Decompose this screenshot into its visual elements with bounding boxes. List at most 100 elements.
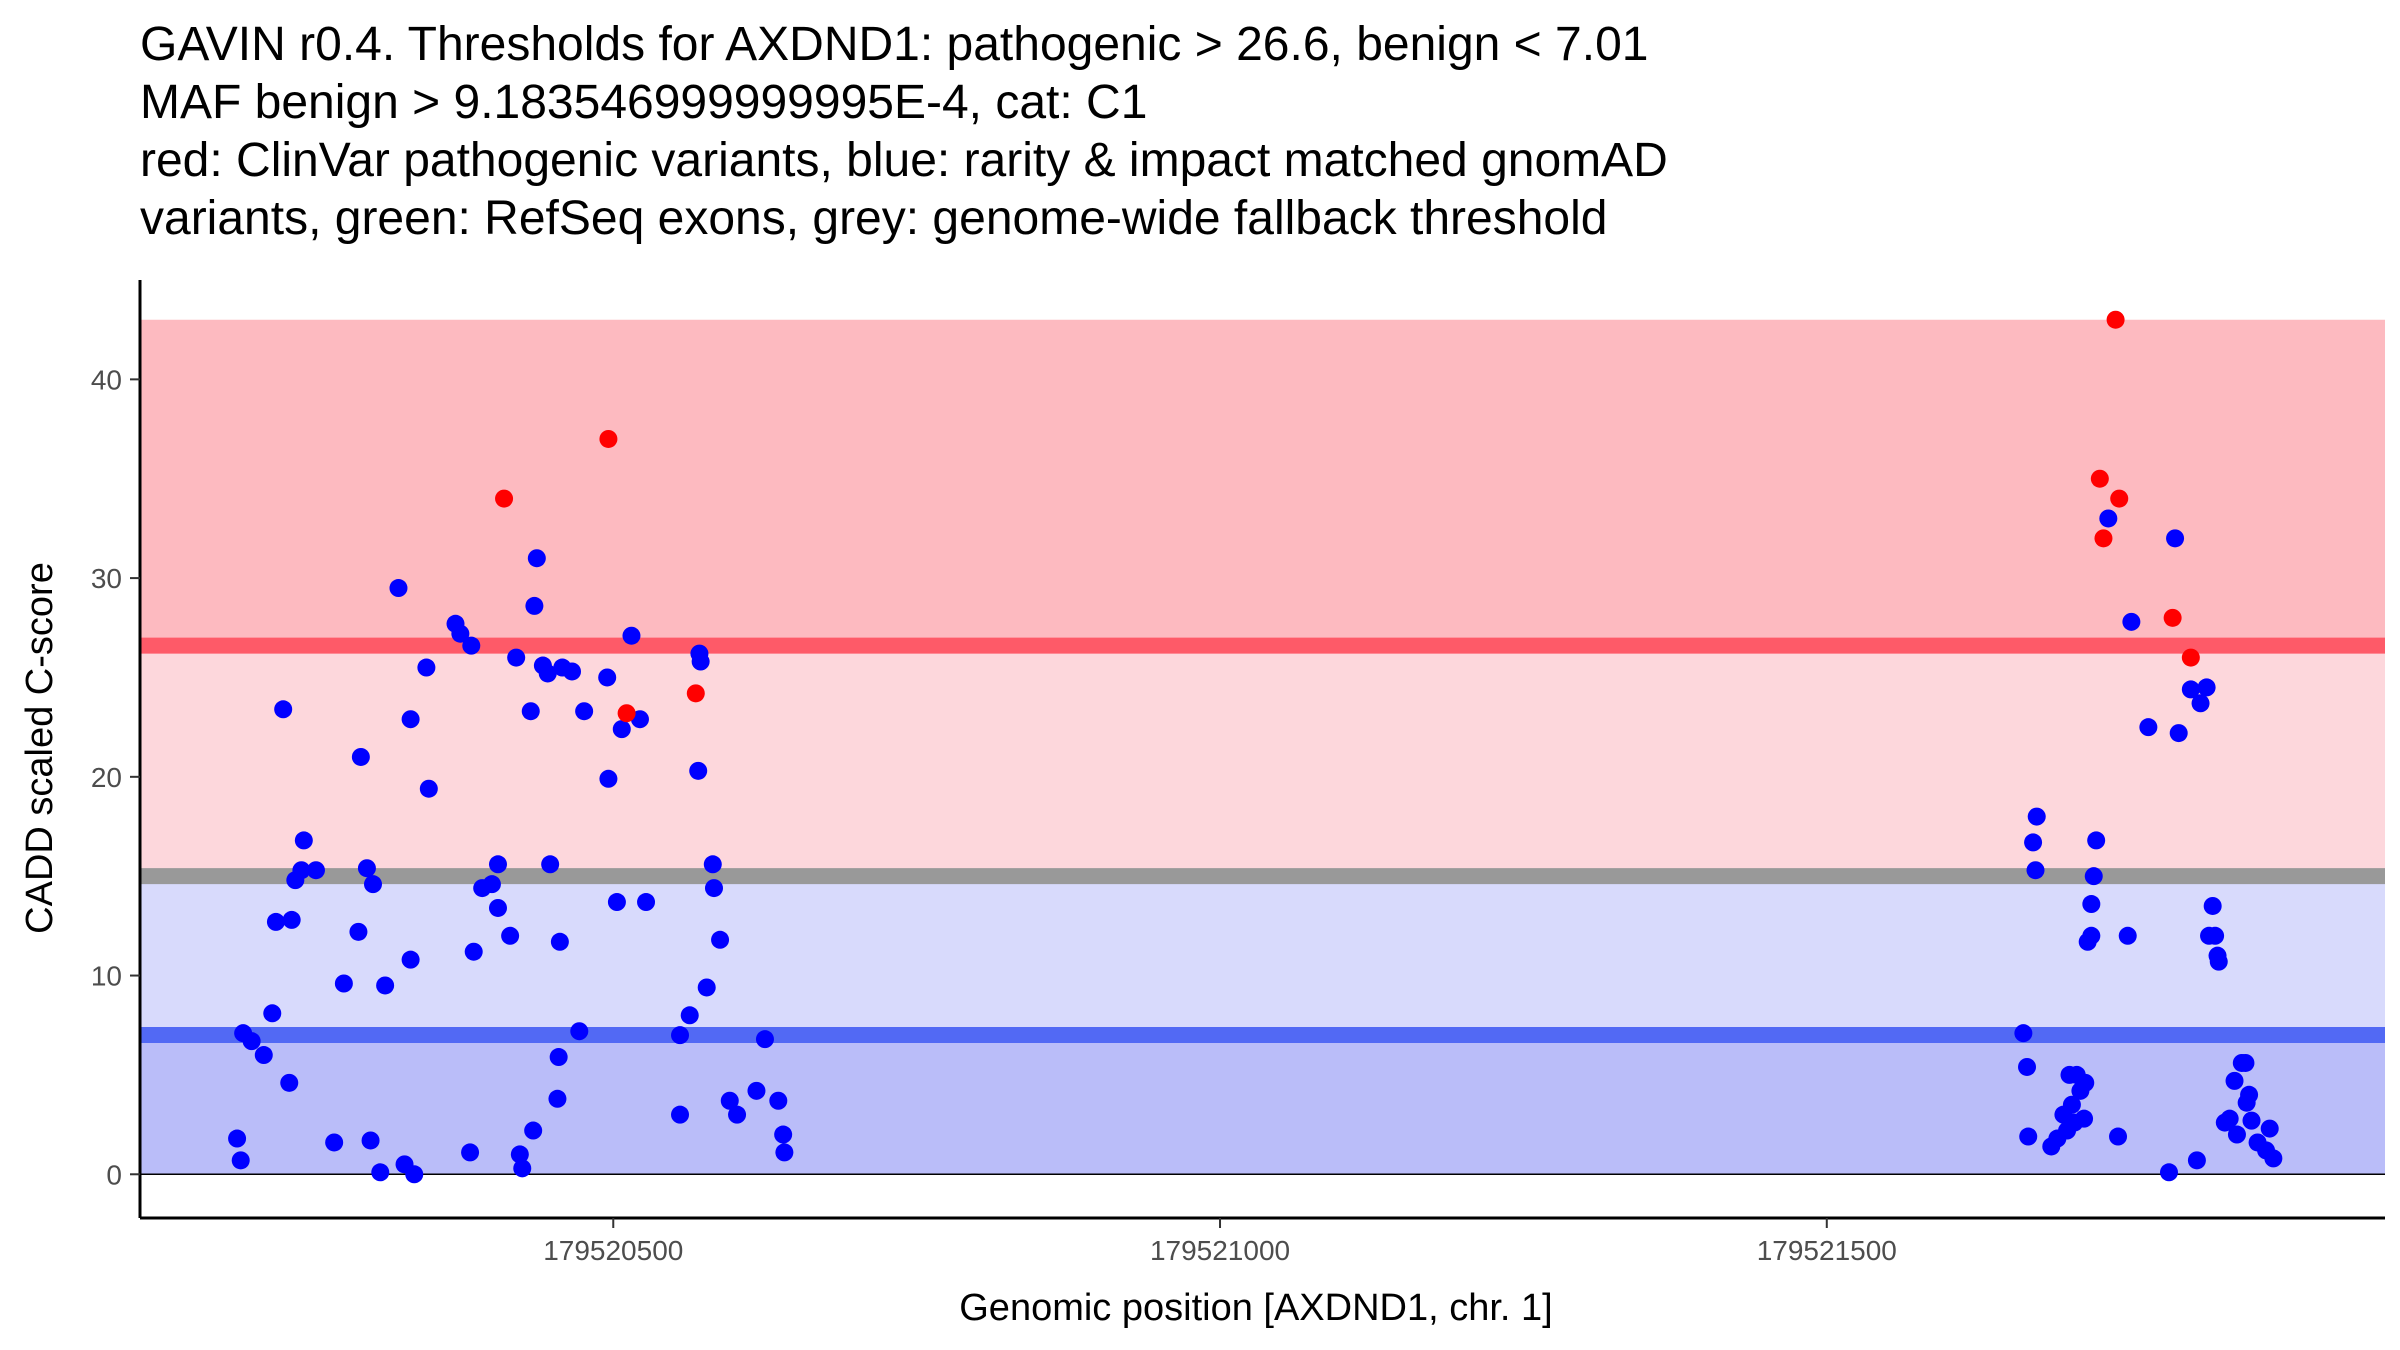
title-line-2: MAF benign > 9.183546999999995E-4, cat: … [140,76,1147,129]
x-axis-title: Genomic position [AXDND1, chr. 1] [959,1287,1552,1329]
gnomad-point [2220,1109,2239,1128]
clinvar-point [599,429,618,448]
gnomad-point [525,596,544,615]
gnomad-point [711,930,730,949]
benign-upper-band [140,876,2385,1035]
gnomad-point [2082,926,2101,945]
gnomad-point [266,912,285,931]
clinvar-point [2106,310,2125,329]
gnomad-point [2024,833,2043,852]
gnomad-point [401,950,420,969]
gnomad-point [570,1022,589,1041]
title-line-1: GAVIN r0.4. Thresholds for AXDND1: patho… [140,18,1648,71]
y-tick-label: 0 [106,1159,122,1190]
gnomad-point [775,1143,794,1162]
gnomad-point [2075,1109,2094,1128]
gnomad-point [2181,680,2200,699]
gnomad-point [417,658,436,677]
gnomad-point [704,879,723,898]
y-tick-label: 20 [91,762,122,793]
gnomad-point [376,976,395,995]
gnomad-point [541,855,560,874]
gnomad-point [401,710,420,729]
clinvar-point [2181,648,2200,667]
gnomad-point [622,626,641,645]
gnomad-point [2206,926,2225,945]
gnomad-point [680,1006,699,1025]
title-line-4: variants, green: RefSeq exons, grey: gen… [140,192,1607,245]
gnomad-point [462,636,481,655]
gnomad-point [451,624,470,643]
gnomad-point [334,974,353,993]
gnomad-point [464,942,483,961]
gnomad-point [671,1105,690,1124]
threshold-bands [140,319,2385,1175]
gnomad-point [607,893,626,912]
gnomad-point [507,648,526,667]
clinvar-point [2110,489,2129,508]
gnomad-point [274,700,293,719]
gnomad-point [242,1032,261,1051]
gnomad-point [599,769,618,788]
gnomad-point [2264,1149,2283,1168]
gnomad-point [2026,861,2045,880]
x-tick-label: 179521000 [1150,1235,1290,1266]
gnomad-point [2260,1119,2279,1138]
gnomad-point [637,893,656,912]
gnomad-point [524,1121,543,1140]
gnomad-point [513,1159,532,1178]
clinvar-point [2163,608,2182,627]
gnomad-point [755,1030,774,1049]
gnomad-point [2166,529,2185,548]
gnomad-point [671,1026,690,1045]
gnomad-point [482,875,501,894]
clinvar-point [617,704,636,723]
gnomad-point [549,1048,568,1067]
gnomad-point [774,1125,793,1144]
gnomad-point [2191,694,2210,713]
gnomad-point [527,549,546,568]
gnomad-point [521,702,540,721]
gnomad-point [550,932,569,951]
gnomad-point [351,747,370,766]
gnomad-point [703,855,722,874]
gnomad-point [254,1046,273,1065]
gnomad-point [2197,678,2216,697]
gnomad-point [294,831,313,850]
gnomad-point [306,861,325,880]
gnomad-point [263,1004,282,1023]
gnomad-point [292,861,311,880]
gnomad-point [2227,1125,2246,1144]
gnomad-point [728,1105,747,1124]
gnomad-point [361,1131,380,1150]
gnomad-point [228,1129,247,1148]
clinvar-point [686,684,705,703]
gnomad-point [2087,831,2106,850]
clinvar-point [2094,529,2113,548]
gnomad-point [2027,807,2046,826]
gnomad-point [363,875,382,894]
x-tick-label: 179520500 [543,1235,683,1266]
gnomad-point [2242,1111,2261,1130]
gnomad-point [2169,724,2188,743]
gnomad-point [691,652,710,671]
gnomad-point [2187,1151,2206,1170]
gnomad-point [563,662,582,681]
tick-labels: 179520500 179521000 179521500 0 10 20 30 40 [91,364,1897,1266]
gnomad-point [2159,1163,2178,1182]
gnomad-point [2076,1073,2095,1092]
gnomad-point [501,926,520,945]
data-points [228,310,2283,1184]
gnomad-point [689,761,708,780]
gnomad-point [769,1091,788,1110]
gnomad-point [2019,1127,2038,1146]
pathogenic-band [140,319,2385,646]
title-line-3: red: ClinVar pathogenic variants, blue: … [140,134,1668,187]
gnomad-point [2109,1127,2128,1146]
gnomad-point [2099,509,2118,528]
gnomad-point [419,779,438,798]
gnomad-point [538,664,557,683]
gnomad-point [389,579,408,598]
gnomad-point [2084,867,2103,886]
